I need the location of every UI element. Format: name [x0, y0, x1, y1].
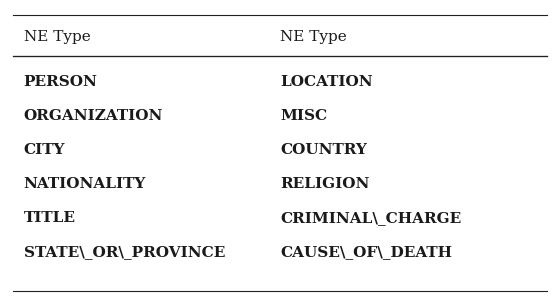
Text: CITY: CITY — [24, 143, 65, 157]
Text: COUNTRY: COUNTRY — [280, 143, 367, 157]
Text: TITLE: TITLE — [24, 212, 76, 225]
Text: ORGANIZATION: ORGANIZATION — [24, 109, 163, 123]
Text: NE Type: NE Type — [24, 30, 90, 44]
Text: LOCATION: LOCATION — [280, 75, 372, 88]
Text: RELIGION: RELIGION — [280, 177, 370, 191]
Text: MISC: MISC — [280, 109, 327, 123]
Text: CAUSE\_OF\_DEATH: CAUSE\_OF\_DEATH — [280, 245, 452, 260]
Text: CRIMINAL\_CHARGE: CRIMINAL\_CHARGE — [280, 212, 461, 225]
Text: NATIONALITY: NATIONALITY — [24, 177, 146, 191]
Text: STATE\_OR\_PROVINCE: STATE\_OR\_PROVINCE — [24, 245, 225, 260]
Text: PERSON: PERSON — [24, 75, 97, 88]
Text: NE Type: NE Type — [280, 30, 347, 44]
